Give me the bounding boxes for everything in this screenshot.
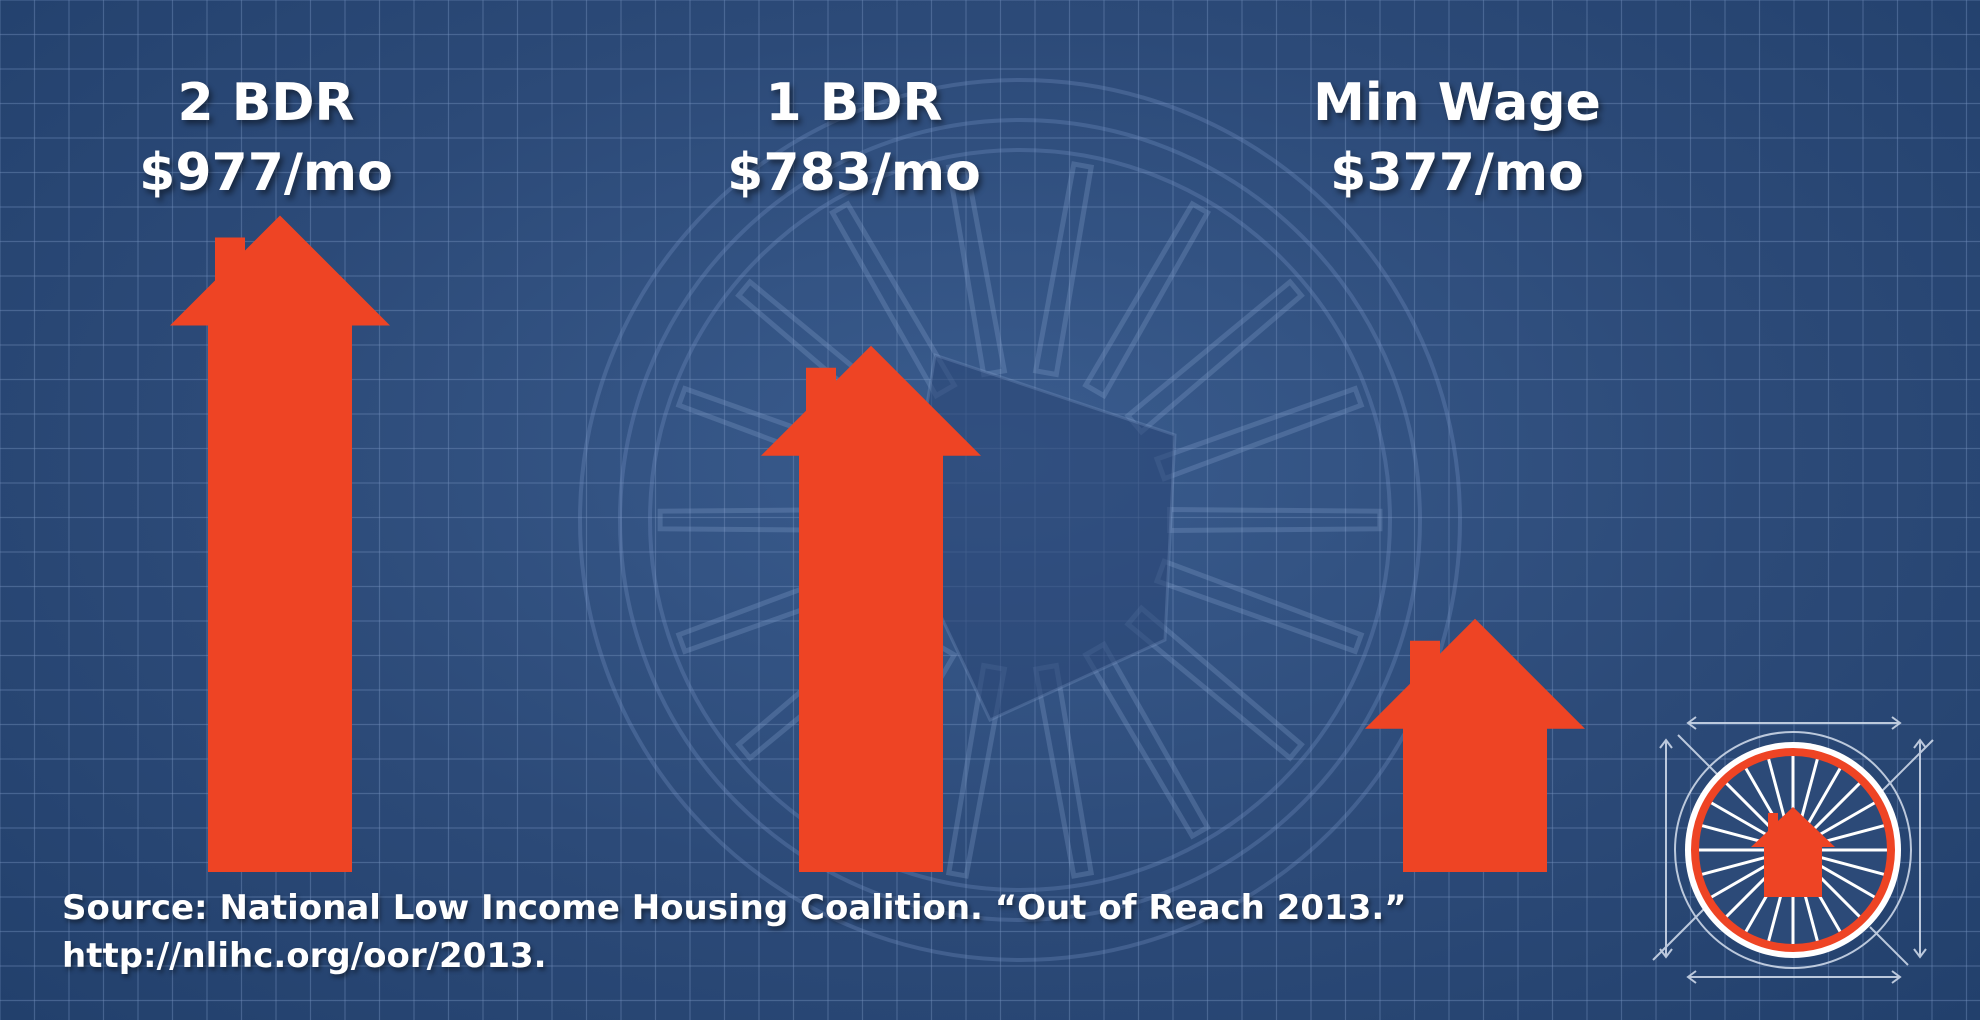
value-label: $977/mo: [139, 143, 393, 203]
bar-2bdr: [170, 215, 390, 872]
category-label: 1 BDR: [765, 73, 943, 133]
source-url[interactable]: http://nlihc.org/oor/2013.: [62, 936, 547, 976]
bar-1bdr: [761, 345, 981, 872]
source-citation: Source: National Low Income Housing Coal…: [62, 884, 1407, 980]
bar-label-2bdr: 2 BDR $977/mo: [36, 68, 496, 208]
source-line-1: Source: National Low Income Housing Coal…: [62, 888, 1407, 928]
category-label: 2 BDR: [177, 73, 355, 133]
bar-label-1bdr: 1 BDR $783/mo: [624, 68, 1084, 208]
bar-label-min-wage: Min Wage $377/mo: [1227, 68, 1687, 208]
value-label: $377/mo: [1330, 143, 1584, 203]
bar-min-wage: [1365, 618, 1585, 872]
category-label: Min Wage: [1313, 73, 1601, 133]
bicycle-wheel-house-icon: [1652, 716, 1934, 984]
value-label: $783/mo: [727, 143, 981, 203]
